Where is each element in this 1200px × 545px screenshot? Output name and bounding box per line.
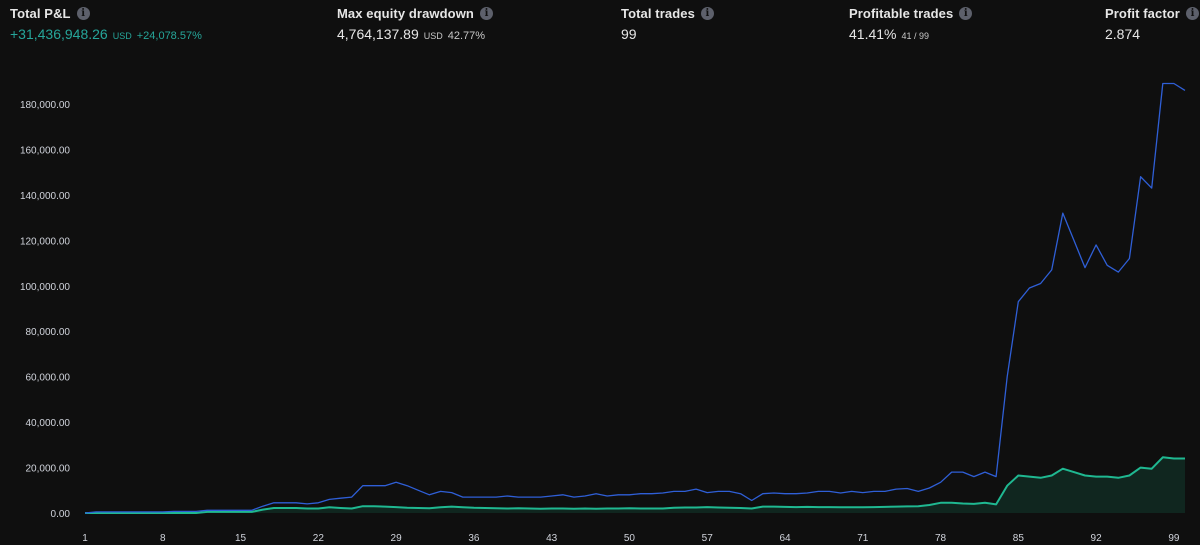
total-trades-label: Total trades (621, 6, 695, 21)
equity-line (84, 82, 1186, 514)
x-tick-label: 85 (1013, 533, 1025, 544)
x-tick-label: 50 (624, 533, 636, 544)
drawdown-line (85, 456, 1185, 514)
stat-total-pnl: Total P&L i +31,436,948.26 USD +24,078.5… (10, 6, 202, 42)
y-tick-label: 20,000.00 (26, 464, 71, 475)
max-drawdown-label: Max equity drawdown (337, 6, 474, 21)
total-trades-value: 99 (621, 26, 637, 42)
info-icon[interactable]: i (1185, 7, 1199, 20)
stat-max-drawdown: Max equity drawdown i 4,764,137.89 USD 4… (337, 6, 493, 42)
info-icon[interactable]: i (479, 7, 493, 20)
x-tick-label: 71 (857, 533, 869, 544)
x-tick-label: 99 (1168, 533, 1180, 544)
x-tick-label: 43 (546, 533, 558, 544)
stat-profit-factor: Profit factor i 2.874 (1105, 6, 1199, 42)
profit-factor-value: 2.874 (1105, 26, 1141, 42)
info-icon[interactable]: i (959, 7, 973, 20)
profitable-trades-value: 41.41% (849, 26, 897, 42)
stat-total-trades: Total trades i 99 (621, 6, 714, 42)
total-pnl-label: Total P&L (10, 6, 71, 21)
y-tick-label: 80,000.00 (26, 327, 71, 338)
x-tick-label: 57 (702, 533, 714, 544)
stats-bar: Total P&L i +31,436,948.26 USD +24,078.5… (0, 0, 1200, 50)
total-pnl-unit: USD (112, 31, 132, 41)
y-tick-label: 40,000.00 (26, 418, 71, 429)
info-icon[interactable]: i (700, 7, 714, 20)
y-tick-label: 60,000.00 (26, 373, 71, 384)
y-tick-label: 140,000.00 (20, 191, 70, 202)
x-tick-label: 29 (391, 533, 403, 544)
x-tick-label: 36 (468, 533, 480, 544)
max-drawdown-unit: USD (423, 31, 443, 41)
total-pnl-percent: +24,078.57% (136, 30, 202, 42)
profitable-trades-ratio: 41 / 99 (901, 31, 930, 41)
y-tick-label: 100,000.00 (20, 282, 70, 293)
x-tick-label: 64 (779, 533, 791, 544)
x-tick-label: 8 (160, 533, 166, 544)
y-tick-label: 160,000.00 (20, 145, 70, 156)
y-tick-label: 180,000.00 (20, 100, 70, 111)
x-tick-label: 22 (313, 533, 325, 544)
y-tick-label: 120,000.00 (20, 236, 70, 247)
x-tick-label: 1 (82, 533, 88, 544)
profit-factor-label: Profit factor (1105, 6, 1180, 21)
total-pnl-value: +31,436,948.26 (10, 26, 108, 42)
max-drawdown-value: 4,764,137.89 (337, 26, 419, 42)
drawdown-area (85, 457, 1185, 513)
max-drawdown-percent: 42.77% (447, 30, 486, 42)
x-tick-label: 15 (235, 533, 247, 544)
stat-profitable-trades: Profitable trades i 41.41% 41 / 99 (849, 6, 973, 42)
profitable-trades-label: Profitable trades (849, 6, 954, 21)
x-tick-label: 78 (935, 533, 947, 544)
y-tick-label: 0.00 (51, 509, 71, 520)
info-icon[interactable]: i (76, 7, 90, 20)
x-tick-label: 92 (1091, 533, 1103, 544)
equity-chart[interactable]: 0.00 20,000.00 40,000.00 60,000.00 80,000.00… (0, 50, 1200, 545)
